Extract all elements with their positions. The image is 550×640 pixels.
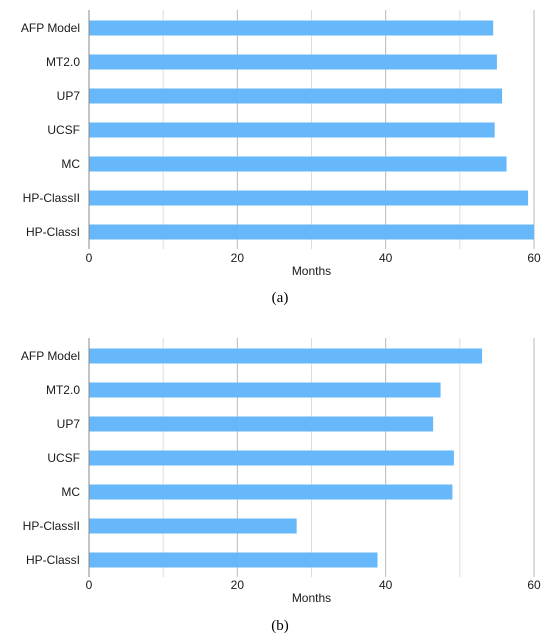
x-axis-title: Months (292, 264, 331, 278)
x-tick-label: 20 (231, 251, 245, 265)
category-label: MC (61, 485, 80, 499)
x-tick-label: 40 (379, 578, 393, 592)
category-label: UCSF (47, 451, 80, 465)
x-tick-label: 60 (527, 578, 541, 592)
bar-afp-model (89, 348, 483, 364)
category-label: MT2.0 (46, 383, 80, 397)
bar-hp-classi (89, 552, 378, 568)
bar-mt2-0 (89, 382, 441, 398)
category-label: HP-ClassI (26, 225, 80, 239)
bar-up7 (89, 88, 503, 104)
bar-mc (89, 484, 453, 500)
bar-hp-classii (89, 518, 297, 534)
chart-panel-1: AFP Model MT2.0 UP7 UCSF MC HP-ClassII HP-Clas… (21, 10, 541, 306)
bar-mc (89, 156, 507, 172)
x-tick-label: 0 (86, 578, 93, 592)
bar-ucsf (89, 122, 495, 138)
bar-afp-model (89, 20, 494, 36)
bar-hp-classi (89, 224, 534, 240)
category-label: HP-ClassII (23, 191, 80, 205)
panel-caption: (b) (271, 618, 289, 634)
category-label: UCSF (47, 123, 80, 137)
category-label: UP7 (57, 89, 81, 103)
category-label: AFP Model (21, 21, 80, 35)
x-tick-label: 0 (86, 251, 93, 265)
bar-up7 (89, 416, 434, 432)
bar-hp-classii (89, 190, 529, 206)
panel-caption: (a) (272, 290, 289, 306)
category-label: AFP Model (21, 349, 80, 363)
x-tick-label: 60 (527, 251, 541, 265)
x-tick-label: 20 (231, 578, 245, 592)
x-axis-title: Months (292, 591, 331, 605)
bar-ucsf (89, 450, 454, 466)
category-label: MT2.0 (46, 55, 80, 69)
category-label: HP-ClassII (23, 519, 80, 533)
category-label: MC (61, 157, 80, 171)
category-label: UP7 (57, 417, 81, 431)
chart-panel-2: AFP Model MT2.0 UP7 UCSF MC HP-ClassII HP-Clas… (21, 338, 541, 634)
category-label: HP-ClassI (26, 553, 80, 567)
bar-mt2-0 (89, 54, 497, 70)
x-tick-label: 40 (379, 251, 393, 265)
